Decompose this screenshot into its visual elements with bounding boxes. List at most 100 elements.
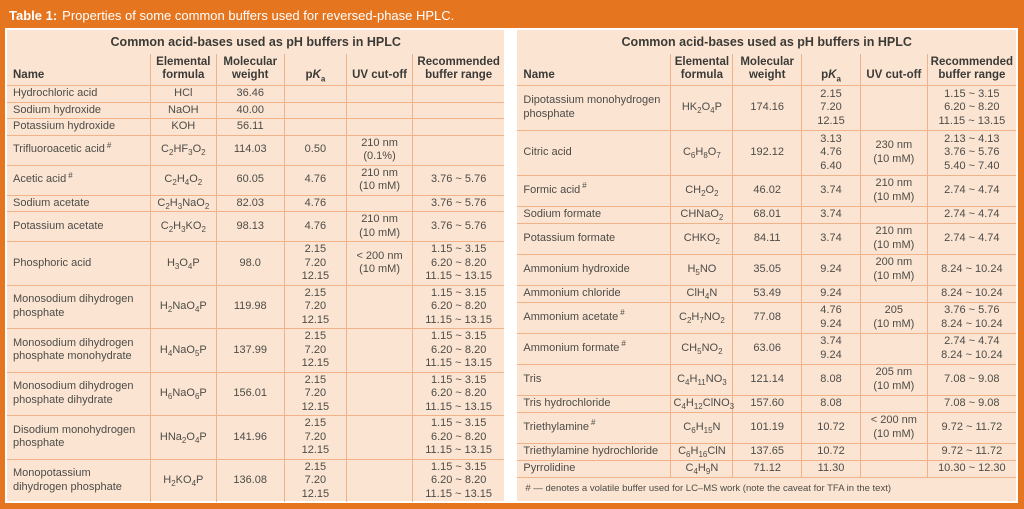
buffer-name-cell: Pyrrolidine bbox=[517, 459, 671, 477]
buffer-range-cell: 8.24 ~ 10.24 bbox=[926, 253, 1016, 286]
buffer-range-cell: 2.74 ~ 4.74 8.24 ~ 10.24 bbox=[926, 332, 1016, 365]
formula-cell: HK2O4P bbox=[670, 85, 733, 131]
uv-cutoff-cell bbox=[859, 332, 928, 365]
pka-cell: 9.24 bbox=[801, 253, 861, 286]
table-row: Tris C4H11NO3 121.14 8.08 205 nm (10 mM) 7.08… bbox=[517, 363, 1016, 396]
left-buffer-table-panel: Common acid-bases used as pH buffers in … bbox=[7, 30, 505, 502]
pka-cell: 3.74 bbox=[801, 174, 861, 207]
buffer-name-cell: Tris bbox=[517, 363, 671, 396]
mw-cell: 63.06 bbox=[732, 332, 802, 365]
mw-cell: 53.49 bbox=[732, 284, 802, 303]
table-row: Formic acid # CH2O2 46.02 3.74 210 nm (10 mM)… bbox=[517, 174, 1016, 207]
uv-cutoff-cell: 210 nm (0.1%) bbox=[346, 134, 413, 165]
uv-cutoff-cell bbox=[346, 284, 413, 329]
mw-cell: 82.03 bbox=[215, 194, 285, 212]
buffer-name-cell: Acetic acid # bbox=[7, 164, 151, 195]
buffer-name-cell: Sodium hydroxide bbox=[7, 101, 151, 119]
table-caption-bar: Table 1: Properties of some common buffe… bbox=[0, 0, 1024, 28]
uv-cutoff-cell: 210 nm (10 mM) bbox=[859, 222, 928, 255]
table-row: Phosphoric acid H3O4P 98.0 2.15 7.20 12.15 <… bbox=[7, 241, 505, 285]
column-header-buffer-range: Recommended buffer range bbox=[411, 54, 505, 86]
column-header-uv-cutoff: UV cut-off bbox=[346, 54, 413, 86]
uv-cutoff-cell bbox=[346, 118, 413, 135]
table-row: Monosodium dihydrogen phosphate monohydr… bbox=[7, 328, 505, 372]
uv-cutoff-cell: < 200 nm (10 mM) bbox=[346, 241, 413, 285]
buffer-range-cell: 3.76 ~ 5.76 8.24 ~ 10.24 bbox=[926, 301, 1016, 334]
column-header-formula: Elemental formula bbox=[149, 54, 217, 86]
buffer-range-cell: 2.74 ~ 4.74 bbox=[926, 174, 1016, 207]
buffer-range-cell: 1.15 ~ 3.15 6.20 ~ 8.20 11.15 ~ 13.15 bbox=[926, 85, 1016, 131]
pka-cell: 3.13 4.76 6.40 bbox=[801, 129, 861, 176]
mw-cell: 121.14 bbox=[732, 363, 802, 396]
mw-cell: 119.98 bbox=[215, 284, 285, 329]
buffer-name-cell: Triethylamine # bbox=[517, 411, 671, 444]
pka-cell: 8.08 bbox=[801, 363, 861, 396]
buffer-name-cell: Monosodium dihydrogen phosphate dihydrat… bbox=[7, 371, 151, 416]
formula-cell: H6NaO6P bbox=[149, 371, 217, 416]
mw-cell: 40.00 bbox=[215, 101, 285, 119]
buffer-name-cell: Ammonium formate # bbox=[517, 332, 671, 365]
table-row: Citric acid C6H8O7 192.12 3.13 4.76 6.40 230… bbox=[517, 129, 1016, 176]
pka-cell: 4.76 9.24 bbox=[801, 301, 861, 334]
content-area: Common acid-bases used as pH buffers in … bbox=[5, 28, 1018, 503]
buffer-name-cell: Ammonium chloride bbox=[517, 284, 671, 303]
table-row: Monopotassium dihydrogen phosphate H2KO4P… bbox=[7, 458, 505, 502]
table-row: Ammonium acetate # C2H7NO2 77.08 4.76 9.24 20… bbox=[517, 301, 1016, 334]
table-row: Dipotassium monohydrogen phosphate HK2O4P… bbox=[517, 85, 1016, 131]
buffer-name-cell: Potassium hydroxide bbox=[7, 118, 151, 135]
buffer-range-cell: 1.15 ~ 3.15 6.20 ~ 8.20 11.15 ~ 13.15 bbox=[411, 415, 505, 459]
mw-cell: 68.01 bbox=[732, 205, 802, 224]
pka-cell: 9.24 bbox=[801, 284, 861, 303]
table-row: Tris hydrochloride C4H12ClNO3 157.60 8.08 7.… bbox=[517, 394, 1016, 413]
uv-cutoff-cell: 200 nm (10 mM) bbox=[859, 253, 928, 286]
buffer-range-cell bbox=[411, 118, 505, 135]
pka-cell: 2.15 7.20 12.15 bbox=[283, 284, 347, 329]
mw-cell: 156.01 bbox=[215, 371, 285, 416]
mw-cell: 77.08 bbox=[732, 301, 802, 334]
uv-cutoff-cell: 230 nm (10 mM) bbox=[859, 129, 928, 176]
column-header-name: Name bbox=[517, 54, 671, 86]
pka-cell: 2.15 7.20 12.15 bbox=[283, 371, 347, 416]
buffer-name-cell: Sodium acetate bbox=[7, 194, 151, 212]
formula-cell: CHKO2 bbox=[670, 222, 733, 255]
mw-cell: 114.03 bbox=[215, 134, 285, 165]
mw-cell: 71.12 bbox=[732, 459, 802, 477]
table-row: Pyrrolidine C4H9N 71.12 11.30 10.30 ~ 12.30 bbox=[517, 459, 1016, 477]
mw-cell: 157.60 bbox=[732, 394, 802, 413]
buffer-range-cell: 3.76 ~ 5.76 bbox=[411, 194, 505, 212]
mw-cell: 84.11 bbox=[732, 222, 802, 255]
buffer-range-cell: 9.72 ~ 11.72 bbox=[926, 411, 1016, 444]
pka-cell: 0.50 bbox=[283, 134, 347, 165]
buffer-name-cell: Sodium formate bbox=[517, 205, 671, 224]
pka-cell: 2.15 7.20 12.15 bbox=[283, 415, 347, 459]
uv-cutoff-cell: 210 nm (10 mM) bbox=[346, 211, 413, 242]
buffer-range-cell: 7.08 ~ 9.08 bbox=[926, 394, 1016, 413]
uv-cutoff-cell: < 200 nm (10 mM) bbox=[859, 411, 928, 444]
buffer-name-cell: Monosodium dihydrogen phosphate monohydr… bbox=[7, 328, 151, 372]
buffer-range-cell: 1.15 ~ 3.15 6.20 ~ 8.20 11.15 ~ 13.15 bbox=[411, 284, 505, 329]
mw-cell: 56.11 bbox=[215, 118, 285, 135]
table-row: Sodium acetate C2H3NaO2 82.03 4.76 3.76 ~ 5.… bbox=[7, 194, 505, 212]
pka-cell: 4.76 bbox=[283, 164, 347, 195]
pka-cell: 3.74 bbox=[801, 222, 861, 255]
mw-cell: 192.12 bbox=[732, 129, 802, 176]
buffer-range-cell: 2.74 ~ 4.74 bbox=[926, 205, 1016, 224]
mw-cell: 46.02 bbox=[732, 174, 802, 207]
formula-cell: HNa2O4P bbox=[149, 415, 217, 459]
mw-cell: 137.99 bbox=[215, 328, 285, 372]
table-row: Potassium formate CHKO2 84.11 3.74 210 nm (1… bbox=[517, 222, 1016, 255]
table-row: Ammonium chloride ClH4N 53.49 9.24 8.24 ~ 10… bbox=[517, 284, 1016, 303]
uv-cutoff-cell bbox=[859, 205, 928, 224]
mw-cell: 35.05 bbox=[732, 253, 802, 286]
buffer-range-cell: 1.15 ~ 3.15 6.20 ~ 8.20 11.15 ~ 13.15 bbox=[411, 241, 505, 285]
table-title: Common acid-bases used as pH buffers in … bbox=[110, 35, 401, 49]
mw-cell: 101.19 bbox=[732, 411, 802, 444]
formula-cell: C4H12ClNO3 bbox=[670, 394, 734, 413]
buffer-range-cell: 1.15 ~ 3.15 6.20 ~ 8.20 11.15 ~ 13.15 bbox=[411, 371, 505, 416]
table-row: Trifluoroacetic acid # C2HF3O2 114.03 0.50 21… bbox=[7, 134, 505, 165]
pka-cell: 10.72 bbox=[801, 411, 861, 444]
header-row: Name Elemental formula Molecular weight … bbox=[7, 54, 505, 86]
pka-cell: 3.74 9.24 bbox=[801, 332, 861, 365]
table-row: Acetic acid # C2H4O2 60.05 4.76 210 nm (10 mM… bbox=[7, 164, 505, 195]
table-row: Triethylamine hydrochloride C6H16ClN 137.6… bbox=[517, 442, 1016, 461]
